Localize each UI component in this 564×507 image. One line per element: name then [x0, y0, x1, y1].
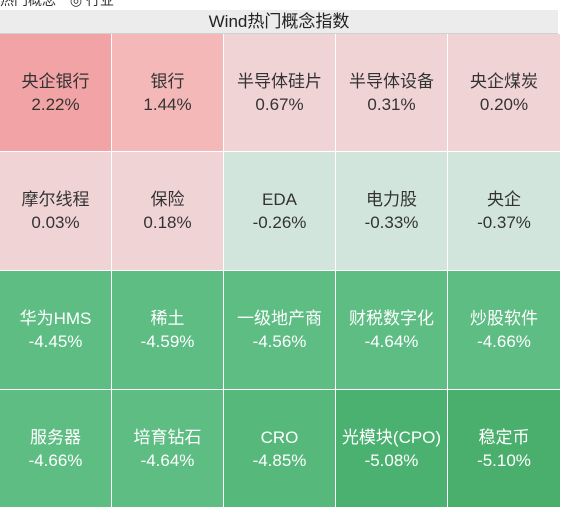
- tile-change-percent: -4.59%: [140, 332, 195, 351]
- top-tab-strip: 热门概念 ◎ 行业: [0, 0, 564, 10]
- heatmap-tile[interactable]: 一级地产商 -4.56%: [224, 271, 335, 389]
- tile-change-percent: -4.66%: [28, 450, 83, 470]
- heatmap-tile[interactable]: 央企银行 2.22%: [0, 34, 111, 151]
- right-edge: [561, 34, 564, 506]
- heatmap-tile[interactable]: 光模块(CPO) -5.08%: [336, 390, 447, 507]
- tab-hot-concepts[interactable]: 热门概念: [0, 0, 56, 8]
- heatmap-tile[interactable]: 电力股 -0.33%: [336, 152, 447, 270]
- tile-concept-name: 半导体设备: [349, 71, 434, 91]
- tile-change-percent: -4.64%: [364, 332, 419, 351]
- heatmap-tile[interactable]: CRO -4.85%: [224, 390, 335, 507]
- heatmap-tile[interactable]: 稀土 -4.59%: [112, 271, 223, 389]
- heatmap-tile[interactable]: 稳定币 -5.10%: [448, 390, 560, 507]
- heatmap-tile[interactable]: 央企煤炭 0.20%: [448, 34, 560, 151]
- tile-change-percent: -5.08%: [364, 450, 419, 470]
- tile-change-percent: 2.22%: [31, 94, 80, 114]
- tile-concept-name: 电力股: [366, 190, 417, 209]
- tile-change-percent: -0.33%: [364, 213, 419, 232]
- tile-concept-name: 央企煤炭: [470, 71, 538, 91]
- heatmap-tile[interactable]: 保险 0.18%: [112, 152, 223, 270]
- heatmap-tile[interactable]: 央企 -0.37%: [448, 152, 560, 270]
- tile-concept-name: 培育钻石: [133, 427, 202, 447]
- tile-change-percent: 0.18%: [143, 213, 192, 232]
- tile-concept-name: 稳定币: [478, 427, 530, 447]
- tile-change-percent: -4.64%: [140, 450, 195, 470]
- tile-change-percent: -0.26%: [252, 213, 307, 232]
- tile-concept-name: 摩尔线程: [21, 190, 90, 209]
- concept-heatmap-grid: 央企银行 2.22% 银行 1.44% 半导体硅片 0.67% 半导体设备 0.31% 央企煤炭…: [0, 34, 560, 507]
- tile-change-percent: -4.45%: [28, 332, 83, 351]
- heatmap-tile[interactable]: 银行 1.44%: [112, 34, 223, 151]
- tile-change-percent: 0.67%: [255, 94, 304, 114]
- tile-concept-name: 一级地产商: [237, 309, 322, 328]
- heatmap-tile[interactable]: 摩尔线程 0.03%: [0, 152, 111, 270]
- tab-strip-labels: 热门概念 ◎ 行业: [0, 0, 124, 9]
- tile-concept-name: 半导体硅片: [237, 71, 322, 91]
- tile-change-percent: 1.44%: [143, 94, 192, 114]
- tile-change-percent: -4.56%: [252, 332, 307, 351]
- heatmap-tile[interactable]: 服务器 -4.66%: [0, 390, 111, 507]
- heatmap-tile[interactable]: 炒股软件 -4.66%: [448, 271, 560, 389]
- tile-concept-name: 财税数字化: [349, 309, 434, 328]
- heatmap-tile[interactable]: 财税数字化 -4.64%: [336, 271, 447, 389]
- tile-change-percent: -4.66%: [477, 332, 531, 351]
- tile-concept-name: 银行: [150, 71, 185, 91]
- heatmap-tile[interactable]: EDA -0.26%: [224, 152, 335, 270]
- tile-change-percent: 0.31%: [367, 94, 416, 114]
- tile-change-percent: -5.10%: [477, 450, 531, 470]
- tile-change-percent: -4.85%: [252, 450, 307, 470]
- heatmap-tile[interactable]: 培育钻石 -4.64%: [112, 390, 223, 507]
- heatmap-title: Wind热门概念指数: [0, 10, 558, 34]
- tile-change-percent: 0.03%: [31, 213, 80, 232]
- tile-concept-name: 服务器: [30, 427, 81, 447]
- tile-concept-name: 稀土: [150, 309, 185, 328]
- heatmap-tile[interactable]: 半导体硅片 0.67%: [224, 34, 335, 151]
- tile-change-percent: 0.20%: [479, 94, 529, 114]
- tile-concept-name: 保险: [150, 190, 185, 209]
- tile-concept-name: 华为HMS: [19, 309, 92, 328]
- heatmap-tile[interactable]: 半导体设备 0.31%: [336, 34, 447, 151]
- tile-concept-name: 光模块(CPO): [341, 427, 442, 447]
- tile-concept-name: CRO: [260, 427, 299, 447]
- tile-concept-name: 炒股软件: [470, 309, 538, 328]
- tile-concept-name: EDA: [262, 190, 297, 209]
- tab-industry[interactable]: ◎ 行业: [69, 0, 114, 8]
- heatmap-tile[interactable]: 华为HMS -4.45%: [0, 271, 111, 389]
- tile-change-percent: -0.37%: [477, 213, 531, 232]
- tile-concept-name: 央企银行: [21, 71, 90, 91]
- tile-concept-name: 央企: [487, 190, 521, 209]
